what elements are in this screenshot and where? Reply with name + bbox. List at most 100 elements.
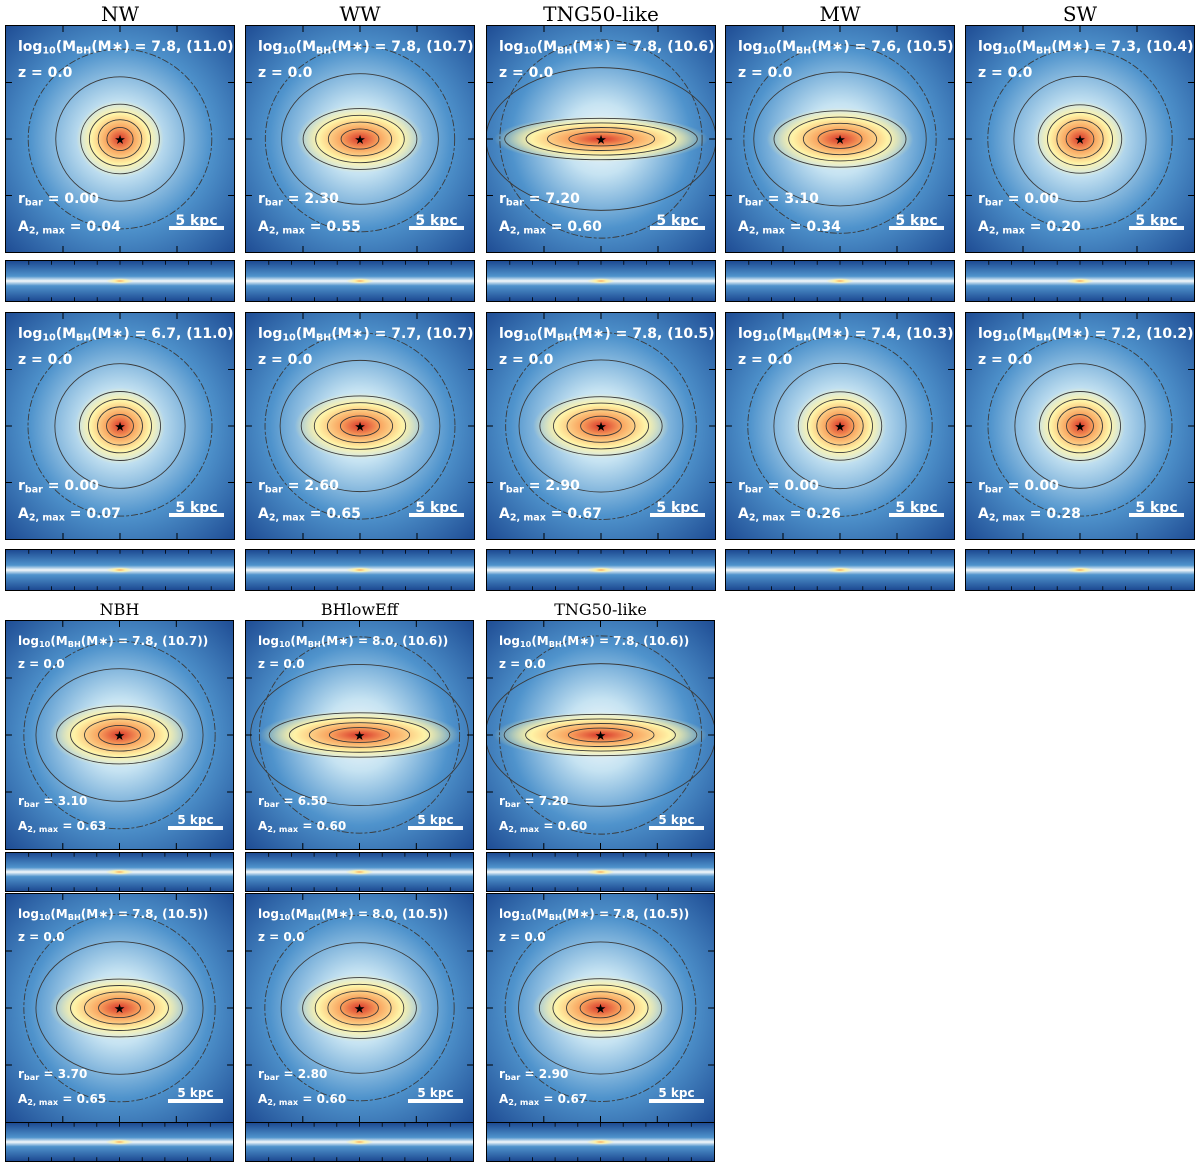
scale-bar — [649, 1099, 704, 1103]
scale-bar — [649, 826, 704, 830]
edge-on-density-map — [486, 1122, 715, 1162]
edge-on-density-map — [725, 260, 955, 302]
redshift-label: z = 0.0 — [978, 65, 1033, 81]
scale-bar-label: 5 kpc — [895, 500, 938, 516]
face-on-density-map: ★ log10(MBH(M∗) = 7.7, (10.7)) z = 0.0 rba… — [245, 312, 475, 540]
face-on-density-map: ★ log10(MBH(M∗) = 7.8, (10.5)) z = 0.0 rba… — [486, 893, 715, 1123]
svg-text:★: ★ — [595, 420, 607, 435]
svg-text:★: ★ — [834, 133, 846, 148]
rbar-label: rbar = 7.20 — [499, 794, 569, 810]
redshift-label: z = 0.0 — [18, 930, 65, 944]
face-on-density-map: ★ log10(MBH(M∗) = 7.8, (10.7)) z = 0.0 rba… — [5, 620, 234, 850]
svg-text:★: ★ — [354, 133, 366, 148]
svg-text:★: ★ — [595, 729, 607, 744]
scale-bar — [650, 513, 705, 517]
scale-bar — [1129, 513, 1184, 517]
mass-label: log10(MBH(M∗) = 7.2, (10.2)) — [978, 326, 1195, 344]
svg-text:★: ★ — [354, 420, 366, 435]
mass-label: log10(MBH(M∗) = 7.8, (11.0)) — [18, 39, 235, 57]
mass-label: log10(MBH(M∗) = 7.6, (10.5)) — [738, 39, 955, 57]
face-on-density-map: ★ log10(MBH(M∗) = 7.3, (10.4)) z = 0.0 rba… — [965, 25, 1195, 253]
column-title: SW — [1062, 2, 1098, 26]
face-on-density-map: ★ log10(MBH(M∗) = 7.8, (10.6)) z = 0.0 rba… — [486, 620, 715, 850]
mass-label: log10(MBH(M∗) = 7.8, (10.7)) — [258, 39, 475, 57]
scale-bar — [168, 826, 223, 830]
mass-label: log10(MBH(M∗) = 7.8, (10.7)) — [18, 634, 209, 650]
edge-on-density-map — [245, 260, 475, 302]
rbar-label: rbar = 3.70 — [18, 1067, 88, 1083]
svg-text:★: ★ — [354, 1002, 366, 1017]
rbar-label: rbar = 0.00 — [18, 478, 99, 496]
redshift-label: z = 0.0 — [499, 352, 554, 368]
mass-label: log10(MBH(M∗) = 8.0, (10.6)) — [258, 634, 449, 650]
column-title: WW — [339, 2, 381, 26]
scale-bar — [889, 226, 944, 230]
scale-bar-label: 5 kpc — [895, 213, 938, 229]
scale-bar — [408, 826, 463, 830]
rbar-label: rbar = 0.00 — [738, 478, 819, 496]
face-on-density-map: ★ log10(MBH(M∗) = 7.4, (10.3)) z = 0.0 rba… — [725, 312, 955, 540]
scale-bar-label: 5 kpc — [1135, 213, 1178, 229]
mass-label: log10(MBH(M∗) = 7.8, (10.5)) — [499, 326, 716, 344]
face-on-density-map: ★ log10(MBH(M∗) = 7.8, (10.6)) z = 0.0 rba… — [486, 25, 716, 253]
svg-text:★: ★ — [595, 133, 607, 148]
redshift-label: z = 0.0 — [258, 352, 313, 368]
mass-label: log10(MBH(M∗) = 7.8, (10.5)) — [18, 907, 209, 923]
column-title: MW — [819, 2, 861, 26]
a2max-label: A2, max = 0.67 — [499, 506, 602, 524]
a2max-label: A2, max = 0.65 — [258, 506, 361, 524]
a2max-label: A2, max = 0.55 — [258, 219, 361, 237]
redshift-label: z = 0.0 — [18, 352, 73, 368]
rbar-label: rbar = 0.00 — [978, 478, 1059, 496]
a2max-label: A2, max = 0.07 — [18, 506, 121, 524]
column-title: NW — [100, 2, 140, 26]
edge-on-density-map — [725, 549, 955, 591]
edge-on-density-map — [965, 260, 1195, 302]
face-on-density-map: ★ log10(MBH(M∗) = 8.0, (10.6)) z = 0.0 rba… — [245, 620, 474, 850]
a2max-label: A2, max = 0.60 — [499, 219, 602, 237]
scale-bar-label: 5 kpc — [658, 1086, 695, 1100]
scale-bar-label: 5 kpc — [656, 213, 699, 229]
mass-label: log10(MBH(M∗) = 6.7, (11.0)) — [18, 326, 235, 344]
a2max-label: A2, max = 0.34 — [738, 219, 841, 237]
redshift-label: z = 0.0 — [258, 930, 305, 944]
scale-bar — [1129, 226, 1184, 230]
edge-on-density-map — [245, 852, 474, 892]
rbar-label: rbar = 0.00 — [18, 191, 99, 209]
rbar-label: rbar = 2.30 — [258, 191, 339, 209]
rbar-label: rbar = 6.50 — [258, 794, 328, 810]
redshift-label: z = 0.0 — [738, 352, 793, 368]
mass-label: log10(MBH(M∗) = 7.8, (10.6)) — [499, 39, 716, 57]
face-on-density-map: ★ log10(MBH(M∗) = 7.6, (10.5)) z = 0.0 rba… — [725, 25, 955, 253]
edge-on-density-map — [486, 852, 715, 892]
rbar-label: rbar = 2.90 — [499, 1067, 569, 1083]
rbar-label: rbar = 7.20 — [499, 191, 580, 209]
a2max-label: A2, max = 0.20 — [978, 219, 1081, 237]
scale-bar — [889, 513, 944, 517]
scale-bar — [168, 1099, 223, 1103]
edge-on-density-map — [486, 260, 716, 302]
scale-bar-label: 5 kpc — [417, 813, 454, 827]
scale-bar-label: 5 kpc — [1135, 500, 1178, 516]
mass-label: log10(MBH(M∗) = 8.0, (10.5)) — [258, 907, 449, 923]
redshift-label: z = 0.0 — [499, 657, 546, 671]
scale-bar — [169, 513, 224, 517]
svg-text:★: ★ — [354, 729, 366, 744]
mass-label: log10(MBH(M∗) = 7.7, (10.7)) — [258, 326, 475, 344]
a2max-label: A2, max = 0.67 — [499, 1092, 588, 1108]
scale-bar-label: 5 kpc — [415, 213, 458, 229]
face-on-density-map: ★ log10(MBH(M∗) = 6.7, (11.0)) z = 0.0 rba… — [5, 312, 235, 540]
column-title: TNG50-like — [554, 600, 647, 619]
svg-text:★: ★ — [114, 1002, 126, 1017]
scale-bar-label: 5 kpc — [417, 1086, 454, 1100]
a2max-label: A2, max = 0.28 — [978, 506, 1081, 524]
face-on-density-map: ★ log10(MBH(M∗) = 7.2, (10.2)) z = 0.0 rba… — [965, 312, 1195, 540]
a2max-label: A2, max = 0.60 — [499, 819, 588, 835]
column-title: TNG50-like — [543, 2, 659, 26]
svg-text:★: ★ — [1074, 420, 1086, 435]
rbar-label: rbar = 3.10 — [18, 794, 88, 810]
column-title: BHlowEff — [320, 600, 399, 619]
rbar-label: rbar = 0.00 — [978, 191, 1059, 209]
scale-bar-label: 5 kpc — [656, 500, 699, 516]
a2max-label: A2, max = 0.60 — [258, 819, 347, 835]
